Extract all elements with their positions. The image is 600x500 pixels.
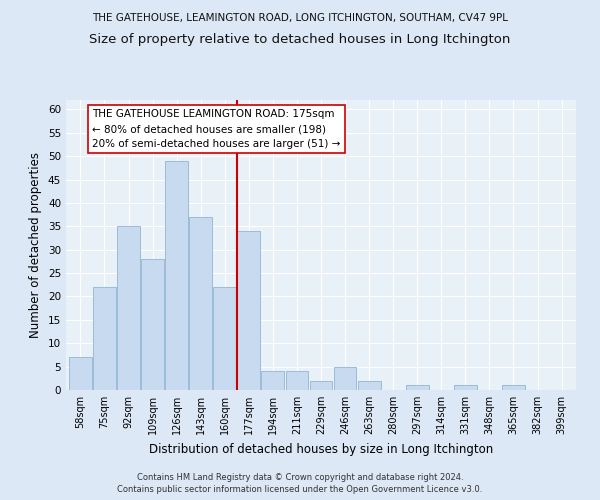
Bar xyxy=(117,226,140,390)
Bar xyxy=(358,380,380,390)
Y-axis label: Number of detached properties: Number of detached properties xyxy=(29,152,43,338)
Text: Size of property relative to detached houses in Long Itchington: Size of property relative to detached ho… xyxy=(89,32,511,46)
Bar xyxy=(406,386,428,390)
Bar xyxy=(286,372,308,390)
Bar xyxy=(165,161,188,390)
Bar xyxy=(141,259,164,390)
Bar xyxy=(93,287,116,390)
Bar xyxy=(69,358,92,390)
Text: Contains HM Land Registry data © Crown copyright and database right 2024.: Contains HM Land Registry data © Crown c… xyxy=(137,473,463,482)
Bar xyxy=(334,366,356,390)
Bar xyxy=(189,217,212,390)
Bar xyxy=(310,380,332,390)
Text: THE GATEHOUSE, LEAMINGTON ROAD, LONG ITCHINGTON, SOUTHAM, CV47 9PL: THE GATEHOUSE, LEAMINGTON ROAD, LONG ITC… xyxy=(92,12,508,22)
Text: Contains public sector information licensed under the Open Government Licence v3: Contains public sector information licen… xyxy=(118,486,482,494)
Text: THE GATEHOUSE LEAMINGTON ROAD: 175sqm
← 80% of detached houses are smaller (198): THE GATEHOUSE LEAMINGTON ROAD: 175sqm ← … xyxy=(92,110,341,149)
Bar xyxy=(454,386,477,390)
Bar xyxy=(262,372,284,390)
Bar xyxy=(214,287,236,390)
Bar xyxy=(238,231,260,390)
Bar xyxy=(502,386,525,390)
X-axis label: Distribution of detached houses by size in Long Itchington: Distribution of detached houses by size … xyxy=(149,442,493,456)
